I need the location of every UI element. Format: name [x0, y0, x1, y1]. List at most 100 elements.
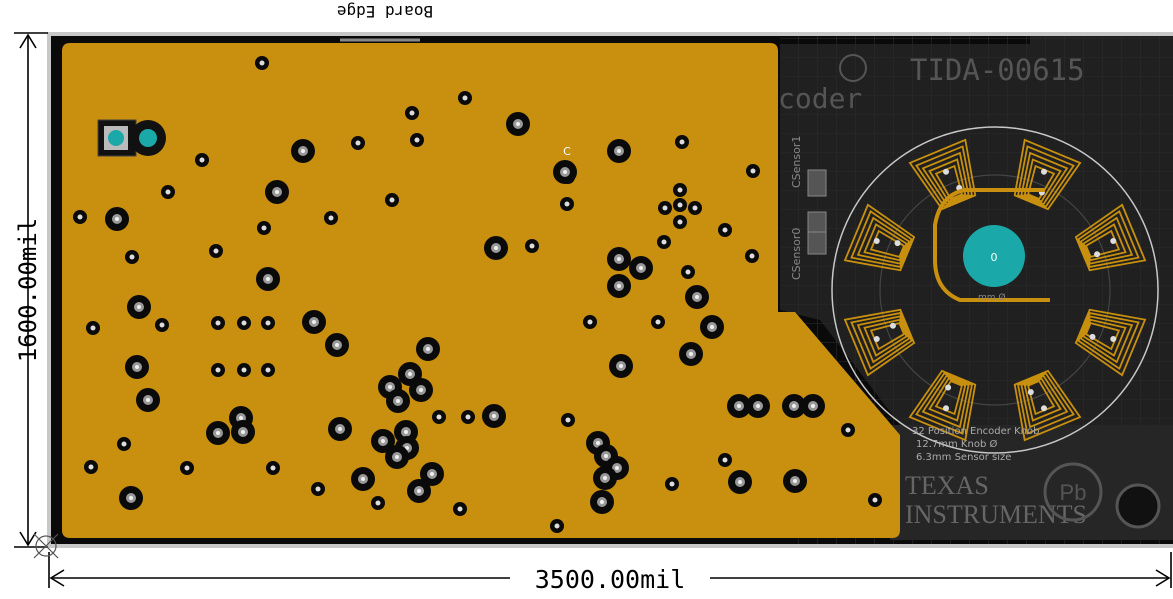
via-hole: [121, 441, 127, 447]
sensor-pad-winding: [1084, 322, 1121, 351]
sensor-pad-winding: [921, 151, 970, 206]
via-hole: [215, 367, 221, 373]
sensor-pad-winding: [908, 138, 977, 211]
large-via-hole: [241, 430, 245, 434]
via-hole: [669, 481, 675, 487]
large-via-hole: [596, 441, 600, 445]
via-hole: [554, 523, 560, 529]
sensor-components: [807, 169, 827, 255]
sensor-pad-winding: [1077, 210, 1140, 268]
via-hole: [184, 465, 190, 471]
large-via-hole: [710, 325, 714, 329]
sensor-pad: [1074, 308, 1147, 377]
sensor-pad-winding: [856, 315, 911, 364]
sensor-pad-winding: [1017, 372, 1075, 435]
via-hole: [165, 189, 171, 195]
via-hole: [355, 140, 361, 146]
large-via-hole: [737, 404, 741, 408]
large-via-hole: [426, 347, 430, 351]
sensor-pad-winding: [908, 369, 977, 442]
note-line-3: 6.3mm Sensor size: [916, 452, 1011, 463]
connector-pad1: [108, 130, 124, 146]
via-hole: [722, 227, 728, 233]
marker-c: C: [563, 145, 571, 158]
large-via-hole: [419, 388, 423, 392]
sensor-pad-winding: [928, 158, 967, 203]
large-via-hole: [335, 343, 339, 347]
knob-label: 0: [991, 251, 998, 264]
sensor-pad: [843, 203, 916, 272]
large-via-hole: [395, 455, 399, 459]
sensor-pad-winding: [863, 318, 908, 357]
large-via-hole: [603, 476, 607, 480]
large-via-hole: [563, 170, 567, 174]
via-hole: [270, 465, 276, 471]
sensor-pad-winding: [850, 210, 913, 268]
diameter-label: mm Ø: [978, 292, 1005, 303]
sensor-pad-via: [1110, 238, 1117, 245]
via-hole: [465, 414, 471, 420]
height-dimension: [14, 32, 48, 548]
sensor-pad-winding: [1020, 151, 1069, 206]
large-via-hole: [381, 439, 385, 443]
large-via-hole: [756, 404, 760, 408]
sensor-pad-winding: [850, 312, 913, 370]
sensor-pad-winding: [1013, 369, 1082, 442]
sensor-pad-via: [1094, 251, 1101, 258]
via-hole: [199, 157, 205, 163]
sensor-pad-winding: [843, 203, 916, 272]
sensor-pad-via: [1027, 389, 1034, 396]
via-hole: [414, 137, 420, 143]
large-via-hole: [689, 352, 693, 356]
note-line-1: 32 Position Encoder Knob: [912, 426, 1039, 437]
via-hole: [315, 486, 321, 492]
large-via-hole: [619, 364, 623, 368]
via-hole: [462, 95, 468, 101]
via-hole: [409, 110, 415, 116]
sensor-pad-winding: [921, 374, 970, 429]
sensor-pad-winding: [1082, 223, 1127, 262]
sensor-pad-winding: [1027, 164, 1056, 201]
sensor-ring-outline: [831, 126, 1159, 454]
width-dimension: [48, 552, 1172, 588]
large-via-hole: [216, 431, 220, 435]
via-hole: [662, 205, 668, 211]
large-via-hole: [338, 427, 342, 431]
mount-hole: [1115, 483, 1161, 529]
sensor-inner-ring: [879, 174, 1111, 406]
large-via-hole: [639, 266, 643, 270]
via-hole: [677, 219, 683, 225]
via-hole: [692, 205, 698, 211]
sensor-pad-winding: [863, 223, 908, 262]
sensor-pad-winding: [1074, 308, 1147, 377]
trace-upper: [933, 188, 1050, 302]
large-via-hole: [417, 489, 421, 493]
via-hole: [679, 139, 685, 145]
via-hole: [259, 60, 265, 66]
sensor-pad: [908, 138, 977, 211]
via-hole: [655, 319, 661, 325]
large-via-hole: [135, 365, 139, 369]
large-via-hole: [404, 430, 408, 434]
via-hole: [375, 500, 381, 506]
large-via-hole: [301, 149, 305, 153]
large-via-hole: [695, 295, 699, 299]
via-hole: [845, 427, 851, 433]
sensor-pad-via: [873, 335, 880, 342]
via-hole: [159, 322, 165, 328]
via-hole: [685, 269, 691, 275]
via-hole: [749, 253, 755, 259]
via-hole: [587, 319, 593, 325]
large-via-hole: [792, 404, 796, 408]
sensor-pad-via: [1089, 333, 1096, 340]
large-via-hole: [604, 454, 608, 458]
height-label: 1600.00mil: [14, 218, 42, 363]
sensor-pad-via: [894, 240, 901, 247]
via-hole: [215, 320, 221, 326]
sensor-pad-via: [943, 168, 950, 175]
sensor-pad-winding: [1027, 379, 1056, 416]
knob-pad: [963, 225, 1025, 287]
large-via-hole: [388, 385, 392, 389]
large-via-layer: [105, 112, 825, 514]
sensor-pad: [843, 308, 916, 377]
